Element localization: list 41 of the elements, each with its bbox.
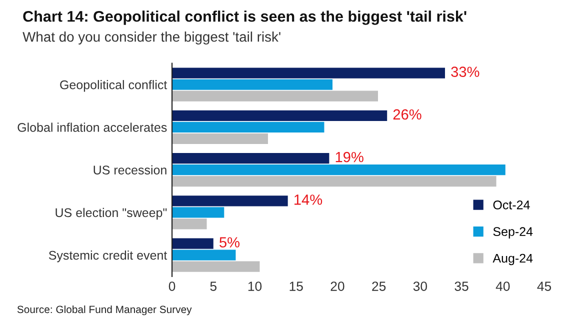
bar [172, 164, 506, 176]
bar [172, 218, 207, 230]
bar [172, 238, 214, 249]
y-tick-label: Geopolitical conflict [60, 80, 168, 92]
y-tick-label: Systemic credit event [48, 250, 168, 262]
x-tick-label: 0 [168, 282, 176, 291]
legend-label: Oct-24 [493, 200, 530, 210]
bar [172, 261, 260, 272]
bar [172, 176, 496, 187]
source-note: Source: Global Fund Manager Survey [17, 305, 192, 316]
x-tick-label: 40 [496, 282, 510, 291]
y-tick-label: Global inflation accelerates [18, 122, 167, 132]
x-tick-label: 25 [372, 282, 386, 291]
x-tick-label: 45 [537, 282, 552, 291]
legend-label: Sep-24 [493, 227, 533, 238]
bar [172, 250, 236, 260]
bar [172, 79, 332, 90]
bar [172, 110, 388, 121]
data-label: 33% [451, 66, 480, 77]
bar [172, 207, 224, 218]
bar [172, 133, 268, 144]
chart-title: Chart 14: Geopolitical conflict is seen as the biggest 'tail risk' [23, 10, 466, 25]
x-tick-label: 10 [248, 282, 262, 291]
y-tick-label: US recession [94, 165, 166, 174]
bar [172, 68, 445, 78]
bar [172, 196, 288, 206]
data-label: 26% [393, 109, 422, 120]
legend-label: Aug-24 [492, 254, 533, 266]
bar [172, 90, 378, 102]
data-label: 19% [336, 152, 364, 162]
bar [172, 153, 330, 164]
data-label: 14% [294, 194, 322, 205]
x-tick-label: 5 [210, 282, 216, 291]
y-tick-label: US election "sweep" [56, 208, 167, 220]
x-tick-label: 15 [290, 282, 303, 291]
data-label: 5% [220, 237, 240, 248]
chart-subtitle: What do you consider the biggest 'tail risk' [22, 32, 280, 45]
x-tick-label: 30 [413, 282, 428, 291]
x-tick-label: 20 [330, 282, 344, 291]
bar [172, 122, 324, 132]
x-tick-label: 35 [454, 282, 468, 291]
